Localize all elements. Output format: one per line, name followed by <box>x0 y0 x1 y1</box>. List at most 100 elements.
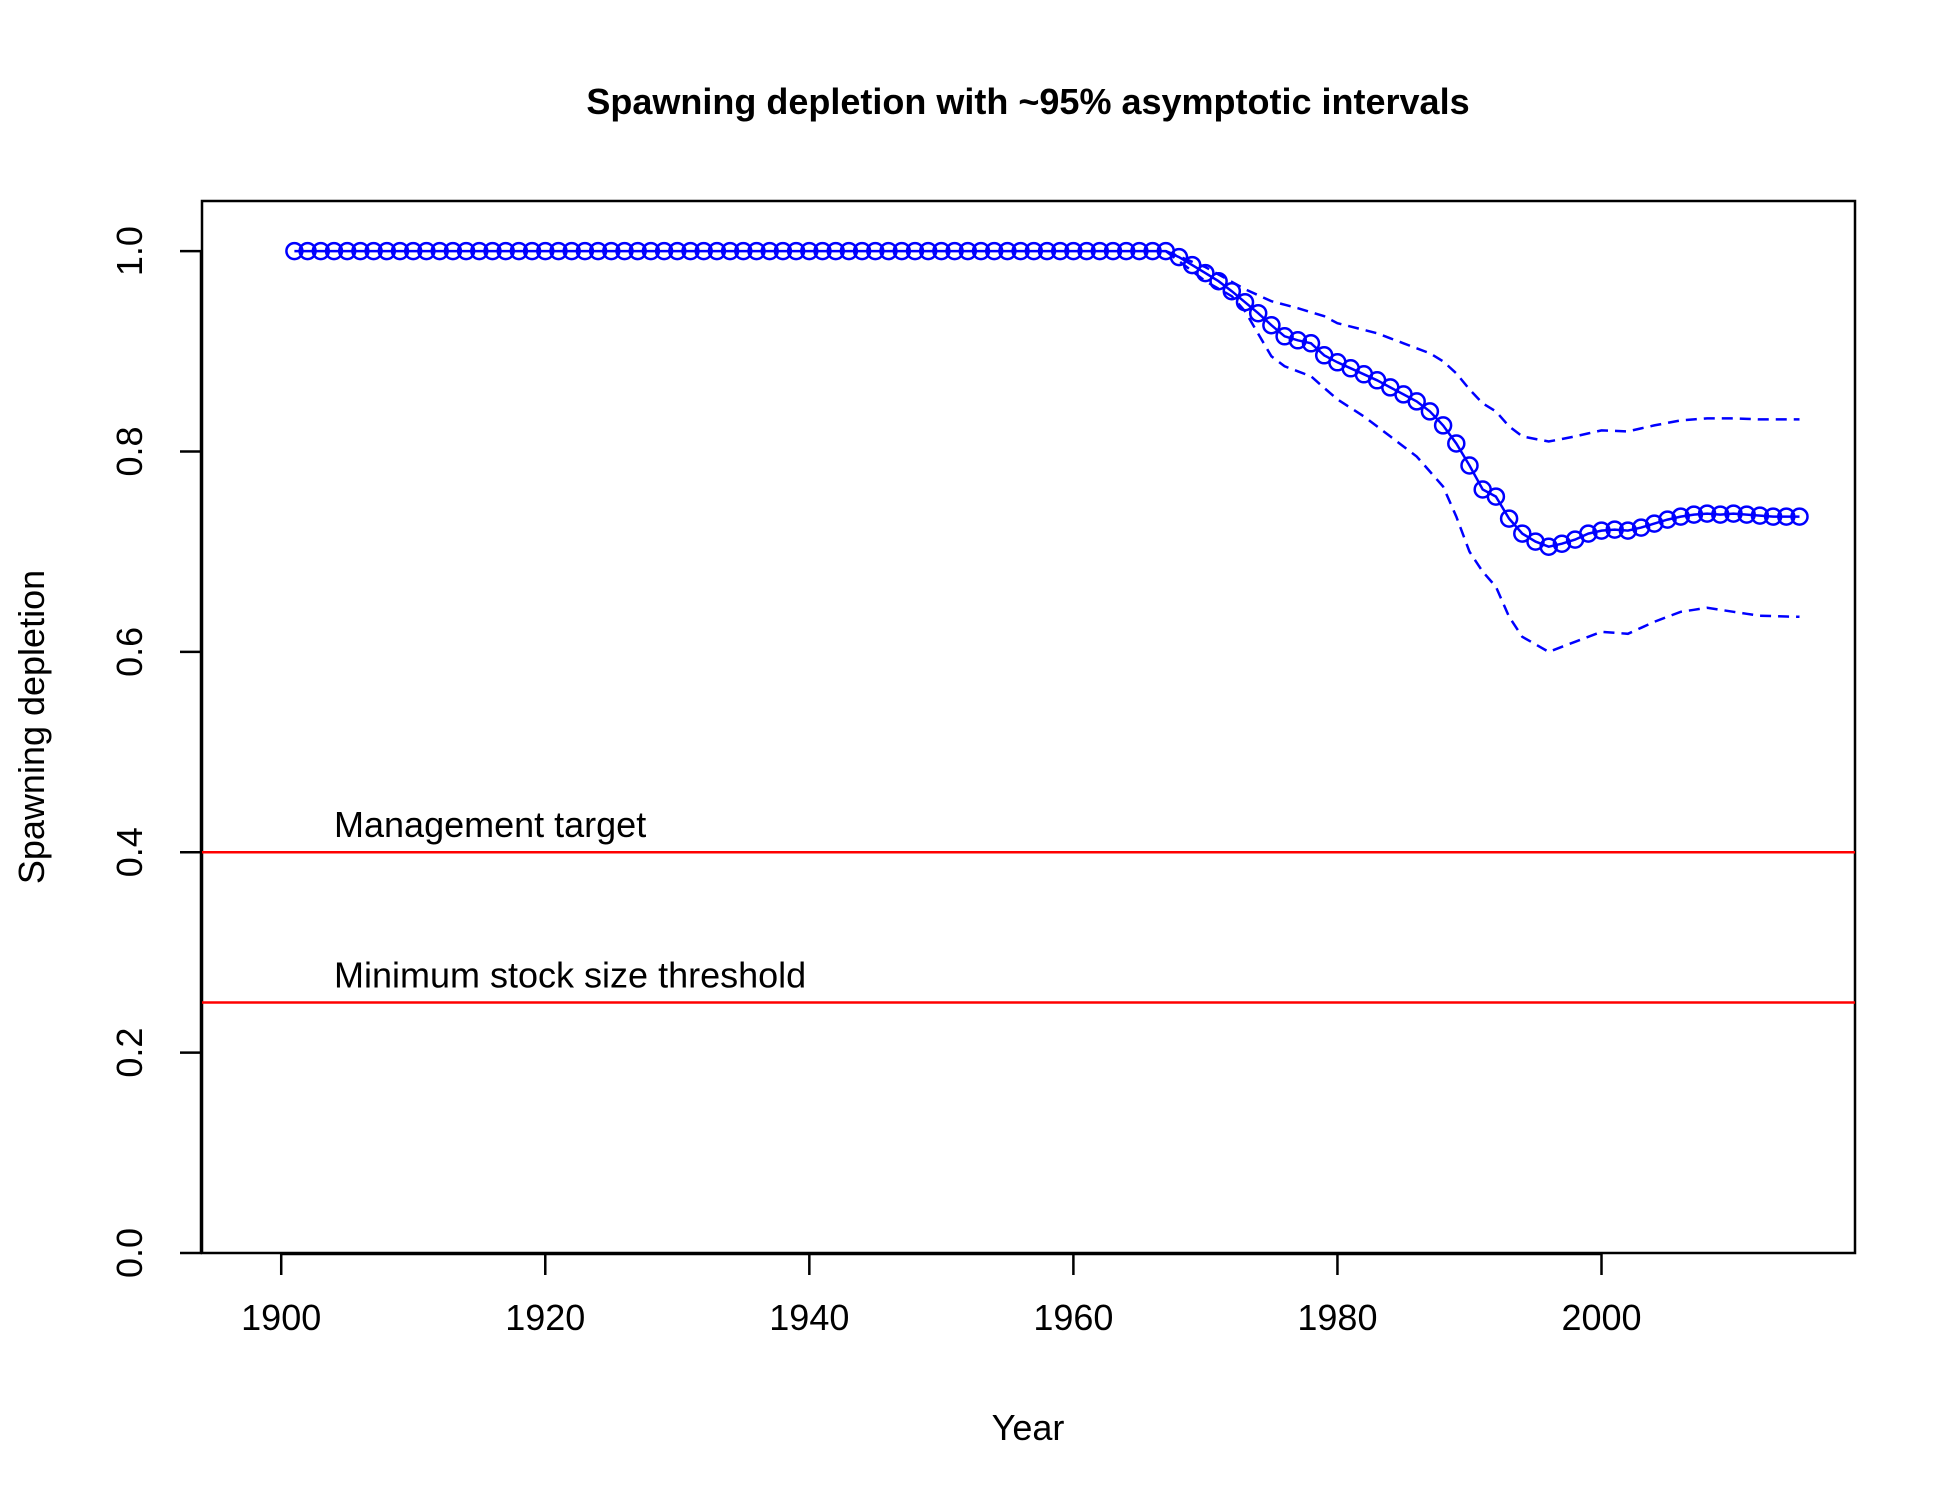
depletion-point <box>1235 292 1255 312</box>
depletion-point <box>984 241 1004 261</box>
depletion-point <box>417 241 436 261</box>
x-tick-label: 1920 <box>505 1297 585 1338</box>
depletion-point <box>1645 514 1664 533</box>
y-tick-label: 0.0 <box>109 1228 150 1278</box>
reference-lines: Management target Minimum stock size thre… <box>202 804 1855 1004</box>
reference-line-label: Management target <box>334 804 646 845</box>
y-axis-label: Spawning depletion <box>11 570 52 884</box>
depletion-point <box>707 241 727 261</box>
depletion-point <box>1460 456 1479 475</box>
reference-line-label: Minimum stock size threshold <box>334 955 806 996</box>
depletion-point <box>720 241 740 261</box>
depletion-point <box>1790 507 1809 526</box>
x-tick-label: 1980 <box>1297 1297 1377 1338</box>
depletion-point <box>536 241 555 261</box>
depletion-point <box>430 241 449 261</box>
depletion-point <box>1697 504 1717 523</box>
depletion-point <box>826 241 845 261</box>
depletion-point <box>1552 534 1572 553</box>
depletion-point <box>364 241 383 261</box>
depletion-point <box>760 241 779 261</box>
upper-interval-line <box>1165 249 1800 443</box>
depletion-point <box>879 241 898 261</box>
depletion-point <box>1592 521 1611 540</box>
depletion-point <box>522 241 542 261</box>
depletion-point <box>681 241 700 261</box>
depletion-point <box>918 241 938 261</box>
depletion-point <box>285 241 304 261</box>
depletion-point <box>470 241 489 261</box>
y-tick-label: 0.8 <box>109 426 150 476</box>
depletion-point <box>641 241 661 261</box>
x-tick-label: 1900 <box>241 1297 321 1338</box>
depletion-point <box>1631 518 1651 537</box>
depletion-point <box>1447 434 1466 453</box>
depletion-point <box>1539 537 1558 556</box>
depletion-point <box>998 241 1017 261</box>
depletion-point <box>588 241 608 261</box>
depletion-point <box>337 241 357 261</box>
depletion-point <box>892 241 912 261</box>
depletion-point <box>615 241 634 261</box>
depletion-point <box>1420 402 1440 421</box>
depletion-point <box>1182 255 1202 275</box>
depletion-point <box>1684 505 1704 524</box>
depletion-point <box>1618 521 1638 540</box>
depletion-point <box>694 241 713 261</box>
depletion-point <box>1763 507 1783 526</box>
plot-frame <box>200 199 1857 1255</box>
depletion-point <box>1724 504 1743 523</box>
series-group <box>285 241 1809 654</box>
depletion-point <box>1222 281 1242 301</box>
depletion-point <box>1737 505 1756 524</box>
depletion-point <box>1262 315 1281 335</box>
x-tick-label: 1960 <box>1033 1297 1113 1338</box>
lower-interval-line <box>1165 250 1800 654</box>
depletion-point <box>496 241 515 261</box>
depletion-point <box>1605 520 1624 539</box>
depletion-point <box>1064 241 1083 261</box>
depletion-point <box>786 241 806 261</box>
depletion-point <box>1711 505 1730 524</box>
depletion-point <box>1011 241 1030 261</box>
depletion-point <box>1499 509 1519 528</box>
x-tick-label: 2000 <box>1561 1297 1641 1338</box>
depletion-point <box>1513 524 1532 543</box>
depletion-point <box>800 241 819 261</box>
depletion-point <box>1116 241 1136 261</box>
depletion-point <box>390 241 410 261</box>
depletion-point <box>866 241 885 261</box>
depletion-point <box>377 241 397 261</box>
depletion-point <box>1077 241 1096 261</box>
depletion-point <box>813 241 832 261</box>
depletion-point <box>945 241 964 261</box>
depletion-point <box>1658 510 1677 529</box>
depletion-point <box>1777 507 1796 526</box>
y-tick-label: 0.4 <box>109 827 150 877</box>
depletion-point <box>456 241 476 261</box>
depletion-point <box>1486 487 1506 506</box>
x-axis: 1900 1920 1940 1960 1980 2000 <box>241 1252 1642 1338</box>
depletion-point <box>1671 507 1690 526</box>
y-tick-label: 0.6 <box>109 627 150 677</box>
depletion-point <box>932 241 951 261</box>
depletion-point <box>1130 241 1149 261</box>
depletion-point <box>1143 241 1162 261</box>
depletion-line <box>294 249 1800 549</box>
depletion-point <box>654 241 674 261</box>
depletion-point <box>549 241 568 261</box>
depletion-point <box>747 241 766 261</box>
depletion-point <box>1248 303 1268 323</box>
depletion-point <box>602 241 621 261</box>
depletion-point <box>971 241 991 261</box>
depletion-point <box>298 241 317 261</box>
depletion-point <box>628 241 647 261</box>
depletion-point <box>1407 392 1426 411</box>
depletion-point <box>509 241 529 261</box>
y-axis: 0.0 0.2 0.4 0.6 0.8 1.0 <box>109 226 203 1278</box>
depletion-point <box>1750 506 1770 525</box>
depletion-point <box>1169 247 1189 267</box>
depletion-point <box>1275 327 1294 346</box>
depletion-point <box>403 241 423 261</box>
